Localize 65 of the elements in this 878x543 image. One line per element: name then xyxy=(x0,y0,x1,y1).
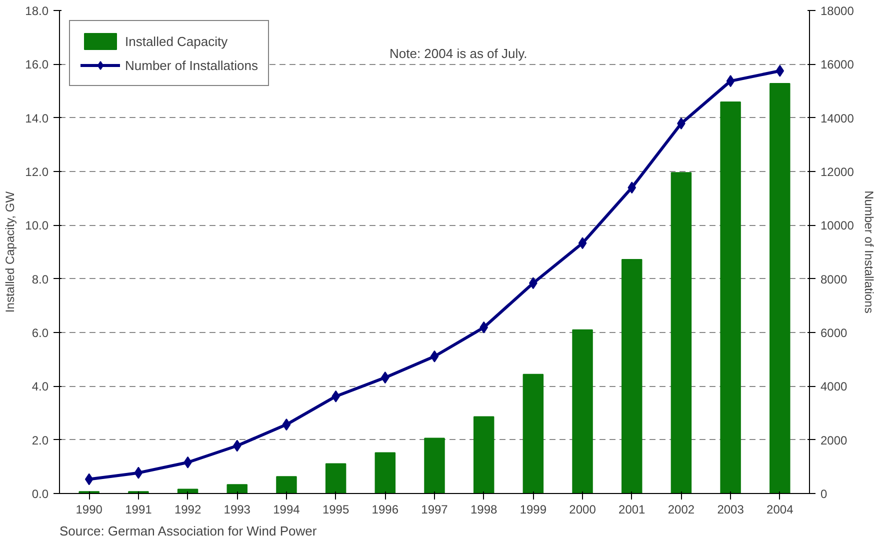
bar xyxy=(720,102,741,494)
bar xyxy=(226,484,248,494)
bar xyxy=(325,463,346,494)
x-tick-label: 1992 xyxy=(174,502,202,516)
bar xyxy=(770,82,790,494)
x-tick-label: 1996 xyxy=(372,502,399,516)
y2-tick-label: 12000 xyxy=(820,165,854,179)
y2-tick-label: 2000 xyxy=(820,433,848,448)
y2-axis-title: Number of Installations xyxy=(862,190,876,314)
y-tick-label: 16.0 xyxy=(25,58,49,72)
x-tick-label: 2002 xyxy=(668,502,695,516)
point xyxy=(232,440,242,452)
x-tick-label: 1993 xyxy=(224,502,251,516)
bar xyxy=(177,488,198,494)
point xyxy=(430,350,439,362)
x-tick-label: 1991 xyxy=(125,502,152,516)
bar xyxy=(424,438,445,494)
x-tick-label: 1999 xyxy=(520,502,547,516)
y-tick-label: 2.0 xyxy=(32,433,49,448)
y-tick-label: 0.0 xyxy=(32,487,49,501)
x-tick-label: 2000 xyxy=(569,502,596,516)
y2-tick-label: 14000 xyxy=(820,111,854,126)
point xyxy=(726,75,735,88)
legend-label: Installed Capacity xyxy=(125,34,228,48)
legend-label: Number of Installations xyxy=(125,58,258,72)
point xyxy=(628,182,636,194)
x-tick-label: 2003 xyxy=(717,502,744,516)
y2-tick-label: 6000 xyxy=(820,326,848,340)
y2-tick-label: 18000 xyxy=(820,4,854,18)
point xyxy=(134,466,143,479)
bar xyxy=(622,259,642,494)
point xyxy=(282,418,291,431)
y-axis-title: Installed Capacity, GW xyxy=(3,190,18,313)
bar xyxy=(670,172,692,494)
y-tick-label: 6.0 xyxy=(32,326,49,340)
y2-tick-label: 4000 xyxy=(820,380,848,394)
y-tick-label: 14.0 xyxy=(25,111,49,126)
bar xyxy=(473,416,494,494)
x-tick-label: 1990 xyxy=(76,502,103,516)
point xyxy=(480,321,488,334)
y-tick-label: 8.0 xyxy=(32,272,49,286)
y2-tick-label: 10000 xyxy=(820,218,854,233)
annotation: Note: 2004 is as of July. xyxy=(390,46,528,61)
point xyxy=(84,473,94,486)
y-tick-label: 4.0 xyxy=(32,380,49,394)
bar xyxy=(374,452,396,494)
y-tick-label: 10.0 xyxy=(25,218,49,233)
source-note: Source: German Association for Wind Power xyxy=(60,524,318,538)
y2-tick-label: 16000 xyxy=(820,58,854,72)
x-tick-label: 1995 xyxy=(322,502,350,516)
bar xyxy=(522,374,544,494)
x-tick-label: 1998 xyxy=(470,502,498,516)
x-tick-label: 1997 xyxy=(421,502,448,516)
x-tick-label: 1994 xyxy=(273,502,300,516)
bar xyxy=(572,329,593,494)
point xyxy=(776,64,784,77)
y-tick-label: 18.0 xyxy=(25,4,49,18)
y2-tick-label: 8000 xyxy=(820,272,848,286)
bar xyxy=(276,476,297,494)
y2-tick-label: 0 xyxy=(820,487,828,501)
point xyxy=(578,237,587,250)
x-tick-label: 2004 xyxy=(766,502,794,516)
point xyxy=(380,372,390,384)
x-tick-label: 2001 xyxy=(618,502,646,516)
y-tick-label: 12.0 xyxy=(25,165,49,179)
